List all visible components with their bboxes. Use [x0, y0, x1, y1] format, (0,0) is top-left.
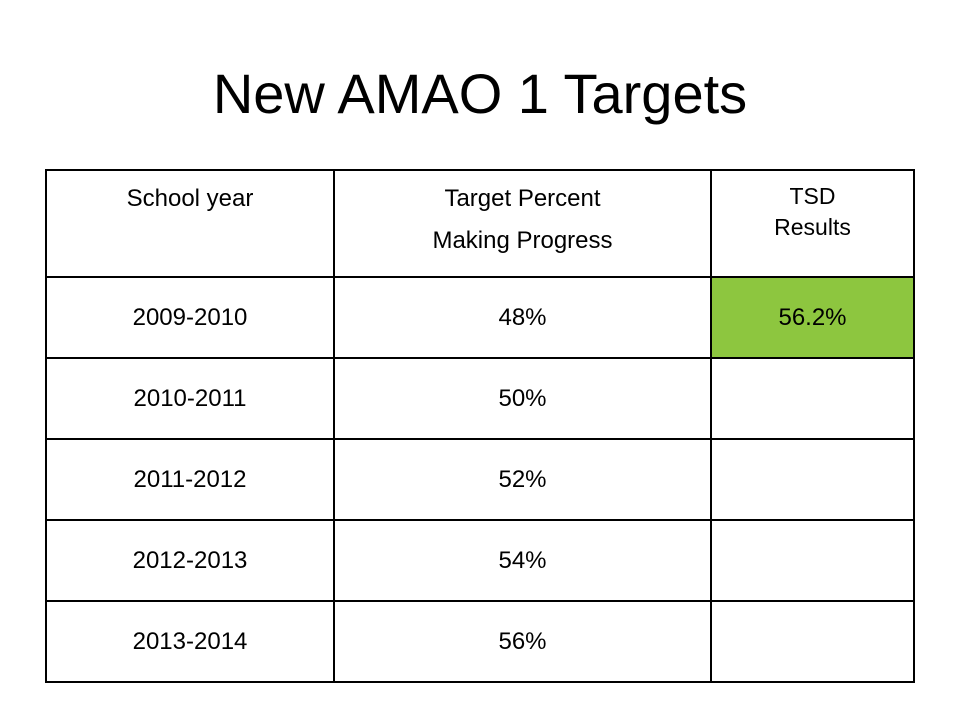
header-results-line1: TSD	[789, 183, 836, 209]
cell-target-percent: 56%	[333, 600, 712, 683]
cell-tsd-result	[710, 519, 915, 602]
cell-target-percent: 48%	[333, 276, 712, 359]
header-target-line2: Making Progress	[432, 227, 613, 254]
header-school-year-label: School year	[126, 185, 254, 212]
cell-tsd-result	[710, 357, 915, 440]
header-school-year: School year	[45, 169, 335, 278]
cell-target-percent: 50%	[333, 357, 712, 440]
header-target-percent: Target Percent Making Progress	[333, 169, 712, 278]
cell-tsd-result: 56.2%	[710, 276, 915, 359]
cell-school-year: 2011-2012	[45, 438, 335, 521]
header-results-line2: Results	[774, 214, 851, 240]
cell-school-year: 2013-2014	[45, 600, 335, 683]
cell-target-percent: 54%	[333, 519, 712, 602]
table-row: 2011-2012 52%	[45, 438, 915, 521]
amao-targets-table: School year Target Percent Making Progre…	[45, 169, 915, 683]
cell-tsd-result	[710, 600, 915, 683]
table-row: 2012-2013 54%	[45, 519, 915, 602]
table-header-row: School year Target Percent Making Progre…	[45, 169, 915, 278]
table-row: 2009-2010 48% 56.2%	[45, 276, 915, 359]
header-target-line1: Target Percent	[444, 185, 601, 212]
slide-title: New AMAO 1 Targets	[212, 62, 748, 125]
table-row: 2010-2011 50%	[45, 357, 915, 440]
cell-school-year: 2009-2010	[45, 276, 335, 359]
cell-tsd-result	[710, 438, 915, 521]
cell-school-year: 2012-2013	[45, 519, 335, 602]
header-tsd-results: TSD Results	[710, 169, 915, 278]
cell-target-percent: 52%	[333, 438, 712, 521]
table-row: 2013-2014 56%	[45, 600, 915, 683]
cell-school-year: 2010-2011	[45, 357, 335, 440]
